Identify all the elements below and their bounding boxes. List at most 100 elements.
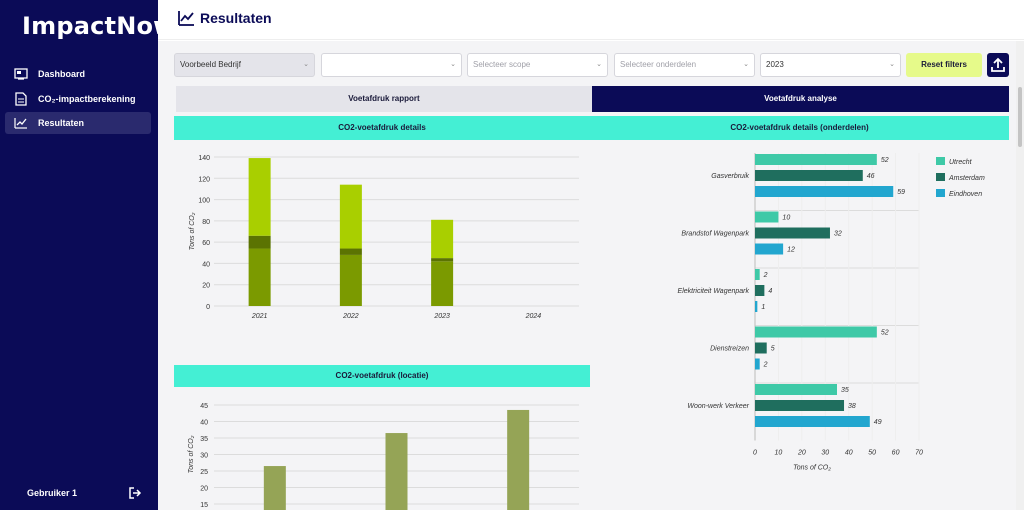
- sidebar-item-resultaten[interactable]: Resultaten: [5, 112, 151, 134]
- chevron-down-icon: ⌄: [889, 61, 895, 68]
- data-label: 49: [874, 419, 882, 426]
- bar-segment: [339, 184, 362, 249]
- user-footer: Gebruiker 1: [0, 486, 158, 502]
- data-label: 52: [881, 157, 889, 164]
- scope-select-placeholder: Selecteer scope: [473, 60, 531, 69]
- y-tick-label: 80: [202, 219, 210, 226]
- year-select-value: 2023: [766, 60, 784, 69]
- data-label: 10: [782, 215, 790, 222]
- legend-swatch: [936, 173, 945, 181]
- parts-select-placeholder: Selecteer onderdelen: [620, 60, 697, 69]
- page-title: Resultaten: [200, 10, 272, 26]
- y-tick-label: 0: [206, 304, 210, 311]
- section-header-parts: CO2-voetafdruk details (onderdelen): [590, 116, 1009, 140]
- data-label: 1: [761, 304, 765, 311]
- x-tick-label: 10: [775, 450, 783, 457]
- sidebar-item-dashboard[interactable]: Dashboard: [5, 63, 151, 85]
- chart-icon: [13, 116, 29, 130]
- top-bar: Resultaten: [158, 0, 1024, 40]
- x-tick-label: 20: [797, 450, 806, 457]
- year-select[interactable]: 2023 ⌄: [760, 53, 901, 77]
- bar: [263, 466, 286, 510]
- user-name: Gebruiker 1: [27, 488, 78, 498]
- data-label: 38: [848, 403, 856, 410]
- details-stacked-bar-chart: 0 20 40 60 80 100 120 140 Tons of CO₂ 2021 2022 202…: [189, 155, 579, 320]
- sidebar-item-impactberekening[interactable]: CO₂-impactberekening: [5, 88, 151, 110]
- second-select[interactable]: ⌄: [321, 53, 462, 77]
- data-label: 4: [768, 288, 772, 295]
- reset-filters-button[interactable]: Reset filters: [906, 53, 982, 77]
- scrollbar-thumb[interactable]: [1018, 87, 1022, 147]
- y-tick-label: 140: [198, 155, 210, 162]
- logout-icon[interactable]: [128, 486, 142, 500]
- bar: [755, 154, 877, 165]
- y-tick-label: 120: [198, 176, 210, 183]
- location-bar-chart: 15 20 25 30 35 40 45 Tons of CO₂: [188, 403, 579, 510]
- upload-icon: [991, 57, 1005, 72]
- category-label: Elektriciteit Wagenpark: [678, 288, 750, 295]
- bar: [755, 342, 767, 354]
- bar: [755, 269, 760, 280]
- y-tick-label: 35: [200, 436, 208, 443]
- data-label: 2: [763, 272, 768, 279]
- bar: [755, 285, 765, 296]
- category-label: Brandstof Wagenpark: [681, 231, 749, 238]
- scrollbar[interactable]: [1016, 41, 1024, 510]
- bar: [385, 433, 408, 510]
- bar-segment: [248, 248, 271, 306]
- x-tick-label: 70: [915, 450, 923, 457]
- data-label: 46: [867, 173, 875, 180]
- chevron-down-icon: ⌄: [450, 61, 456, 68]
- company-select-value: Voorbeeld Bedrijf: [180, 60, 241, 69]
- legend-swatch: [936, 157, 945, 165]
- tab-voetafdruk-analyse[interactable]: Voetafdruk analyse: [592, 86, 1009, 112]
- bar-segment: [339, 254, 362, 306]
- sidebar-item-label: Resultaten: [38, 118, 85, 128]
- data-label: 52: [881, 330, 889, 337]
- y-tick-label: 30: [200, 453, 208, 460]
- category-label: Dienstreizen: [710, 346, 749, 353]
- tab-voetafdruk-rapport[interactable]: Voetafdruk rapport: [176, 86, 592, 112]
- legend-swatch: [936, 189, 945, 197]
- bar-segment: [431, 258, 454, 262]
- y-tick-label: 60: [202, 240, 210, 247]
- bar: [755, 358, 760, 370]
- data-label: 5: [771, 346, 775, 353]
- bar: [507, 409, 530, 510]
- bar: [755, 301, 758, 312]
- section-header-details: CO2-voetafdruk details: [174, 116, 590, 140]
- upload-button[interactable]: [987, 53, 1009, 77]
- data-label: 2: [763, 362, 768, 369]
- x-tick-label: 60: [892, 450, 900, 457]
- y-axis-label: Tons of CO₂: [188, 435, 195, 473]
- data-label: 12: [787, 247, 795, 254]
- sidebar: ImpactNow Dashboard CO₂-impactberekening…: [0, 0, 175, 510]
- section-header-location: CO2-voetafdruk (locatie): [174, 365, 590, 387]
- scope-select[interactable]: Selecteer scope ⌄: [467, 53, 608, 77]
- y-tick-label: 20: [200, 486, 208, 493]
- bar: [755, 326, 877, 338]
- document-icon: [13, 92, 29, 106]
- legend-label: Utrecht: [949, 159, 973, 166]
- data-label: 32: [834, 231, 842, 238]
- chevron-down-icon: ⌄: [303, 61, 309, 68]
- bar: [755, 384, 837, 395]
- chevron-down-icon: ⌄: [596, 61, 602, 68]
- bar-segment: [248, 158, 271, 236]
- legend-label: Amsterdam: [948, 175, 985, 182]
- x-tick-label: 2024: [525, 313, 542, 320]
- legend-label: Eindhoven: [949, 191, 982, 198]
- bar: [755, 211, 779, 223]
- y-tick-label: 25: [200, 469, 208, 476]
- bar: [755, 170, 863, 181]
- bar: [755, 400, 845, 411]
- x-tick-label: 2022: [342, 313, 359, 320]
- y-tick-label: 20: [202, 283, 210, 290]
- parts-select[interactable]: Selecteer onderdelen ⌄: [614, 53, 755, 77]
- company-select[interactable]: Voorbeeld Bedrijf ⌄: [174, 53, 315, 77]
- y-tick-label: 45: [200, 403, 208, 410]
- data-label: 35: [841, 387, 849, 394]
- x-tick-label: 2023: [433, 313, 450, 320]
- y-tick-label: 100: [198, 198, 210, 205]
